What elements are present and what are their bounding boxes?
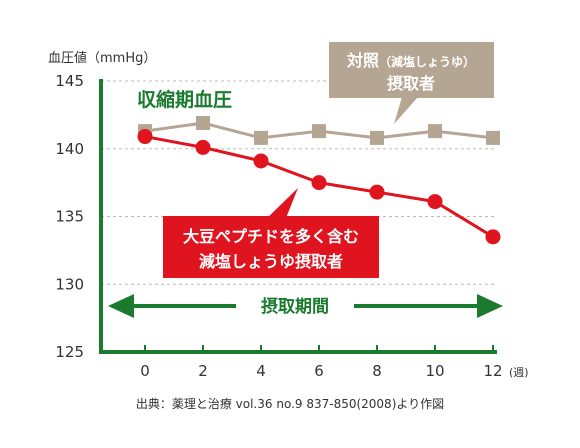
source-note: 出典：薬理と治療 vol.36 no.9 837-850(2008)より作図 <box>136 397 444 411</box>
treatment-point <box>311 175 327 191</box>
treatment-callout-pointer <box>262 188 298 223</box>
x-tick-label: 4 <box>256 362 266 380</box>
period-arrow-right-head <box>477 294 503 318</box>
control-point <box>486 130 500 145</box>
treatment-point <box>137 129 153 145</box>
period-label-bg <box>236 292 354 320</box>
chart-title: 収縮期血圧 <box>137 88 232 111</box>
control-point <box>254 130 268 145</box>
control-point <box>428 124 442 139</box>
x-tick-label: 8 <box>372 362 382 380</box>
y-tick-label: 145 <box>55 72 84 90</box>
treatment-point <box>485 229 501 245</box>
x-unit-label: (週) <box>509 366 529 379</box>
control-callout-box <box>329 42 494 98</box>
y-tick-label: 135 <box>55 208 84 226</box>
x-tick-label: 10 <box>425 362 444 380</box>
treatment-point <box>195 139 211 155</box>
x-tick-label: 2 <box>198 362 208 380</box>
treatment-series-label: 大豆ペプチドを多く含む <box>183 227 359 246</box>
treatment-point <box>253 153 269 169</box>
x-tick-label: 6 <box>314 362 324 380</box>
period-label: 摂取期間 <box>261 296 329 317</box>
treatment-point <box>369 184 385 200</box>
y-tick-label: 140 <box>55 140 84 158</box>
control-point <box>370 130 384 145</box>
control-callout-pointer <box>394 97 418 124</box>
treatment-point <box>427 194 443 210</box>
control-series-label: 対照（減塩しょうゆ） <box>346 51 475 70</box>
control-point <box>312 124 326 139</box>
y-tick-label: 130 <box>55 275 84 293</box>
period-arrow-left-head <box>108 294 134 318</box>
treatment-callout-box <box>163 216 379 278</box>
y-tick-label: 125 <box>55 343 84 361</box>
control-point <box>196 116 210 131</box>
x-tick-label: 12 <box>483 362 502 380</box>
x-tick-label: 0 <box>140 362 150 380</box>
treatment-series-label-line2: 減塩しょうゆ摂取者 <box>199 252 343 271</box>
control-series-label-line2: 摂取者 <box>387 74 435 93</box>
y-axis-title: 血圧値（mmHg） <box>48 50 156 66</box>
